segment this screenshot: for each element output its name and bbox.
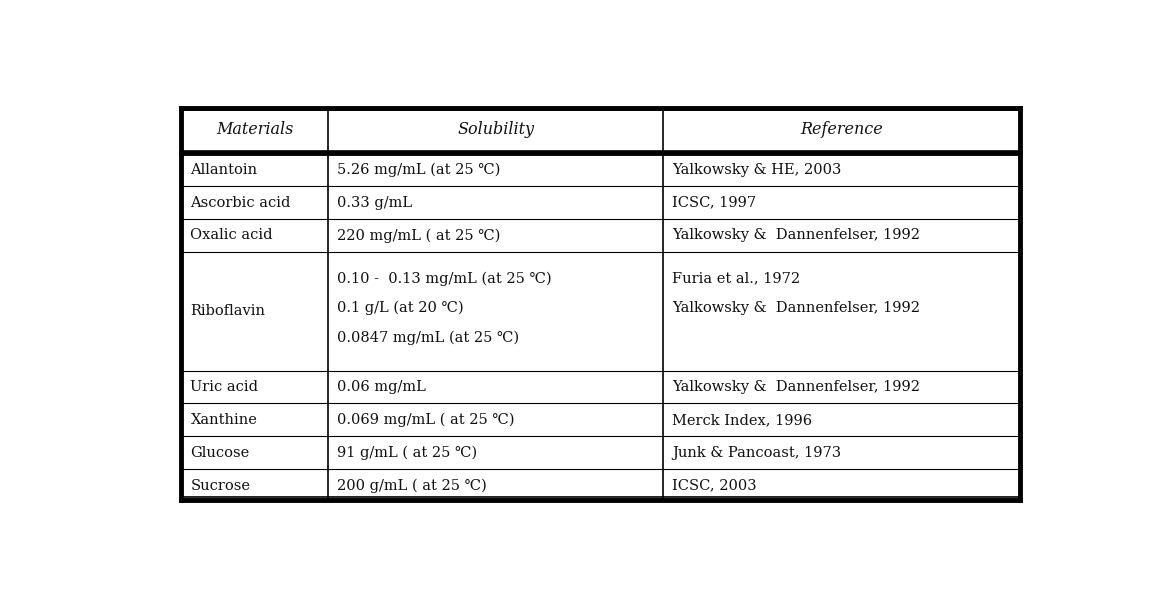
Text: 5.26 mg/mL (at 25 ℃): 5.26 mg/mL (at 25 ℃) — [337, 162, 500, 177]
Text: Yalkowsky & HE, 2003: Yalkowsky & HE, 2003 — [672, 162, 842, 177]
Text: 0.06 mg/mL: 0.06 mg/mL — [337, 380, 426, 394]
Text: Yalkowsky &  Dannenfelser, 1992: Yalkowsky & Dannenfelser, 1992 — [672, 380, 920, 394]
Text: Materials: Materials — [216, 121, 293, 138]
Text: Furia et al., 1972: Furia et al., 1972 — [672, 272, 800, 286]
Text: Riboflavin: Riboflavin — [191, 304, 265, 318]
Text: Yalkowsky &  Dannenfelser, 1992: Yalkowsky & Dannenfelser, 1992 — [672, 301, 920, 315]
Text: Merck Index, 1996: Merck Index, 1996 — [672, 413, 813, 427]
Text: 0.1 g/L (at 20 ℃): 0.1 g/L (at 20 ℃) — [337, 301, 464, 315]
Text: 200 g/mL ( at 25 ℃): 200 g/mL ( at 25 ℃) — [337, 479, 487, 493]
Text: Oxalic acid: Oxalic acid — [191, 228, 273, 243]
Text: Solubility: Solubility — [457, 121, 534, 138]
Text: ICSC, 2003: ICSC, 2003 — [672, 479, 757, 493]
Text: 0.10 -  0.13 mg/mL (at 25 ℃): 0.10 - 0.13 mg/mL (at 25 ℃) — [337, 272, 551, 286]
Text: Reference: Reference — [800, 121, 883, 138]
Text: Uric acid: Uric acid — [191, 380, 258, 394]
Text: Sucrose: Sucrose — [191, 479, 250, 493]
Text: 0.069 mg/mL ( at 25 ℃): 0.069 mg/mL ( at 25 ℃) — [337, 413, 515, 427]
Text: 0.0847 mg/mL (at 25 ℃): 0.0847 mg/mL (at 25 ℃) — [337, 331, 519, 345]
Text: Xanthine: Xanthine — [191, 413, 257, 427]
Text: Ascorbic acid: Ascorbic acid — [191, 196, 291, 209]
Text: Junk & Pancoast, 1973: Junk & Pancoast, 1973 — [672, 446, 842, 460]
Text: ICSC, 1997: ICSC, 1997 — [672, 196, 757, 209]
Text: 0.33 g/mL: 0.33 g/mL — [337, 196, 412, 209]
Text: 91 g/mL ( at 25 ℃): 91 g/mL ( at 25 ℃) — [337, 445, 477, 460]
Text: Glucose: Glucose — [191, 446, 250, 460]
Text: Allantoin: Allantoin — [191, 162, 257, 177]
Text: Yalkowsky &  Dannenfelser, 1992: Yalkowsky & Dannenfelser, 1992 — [672, 228, 920, 243]
Bar — [181, 108, 1020, 500]
Text: 220 mg/mL ( at 25 ℃): 220 mg/mL ( at 25 ℃) — [337, 228, 500, 243]
